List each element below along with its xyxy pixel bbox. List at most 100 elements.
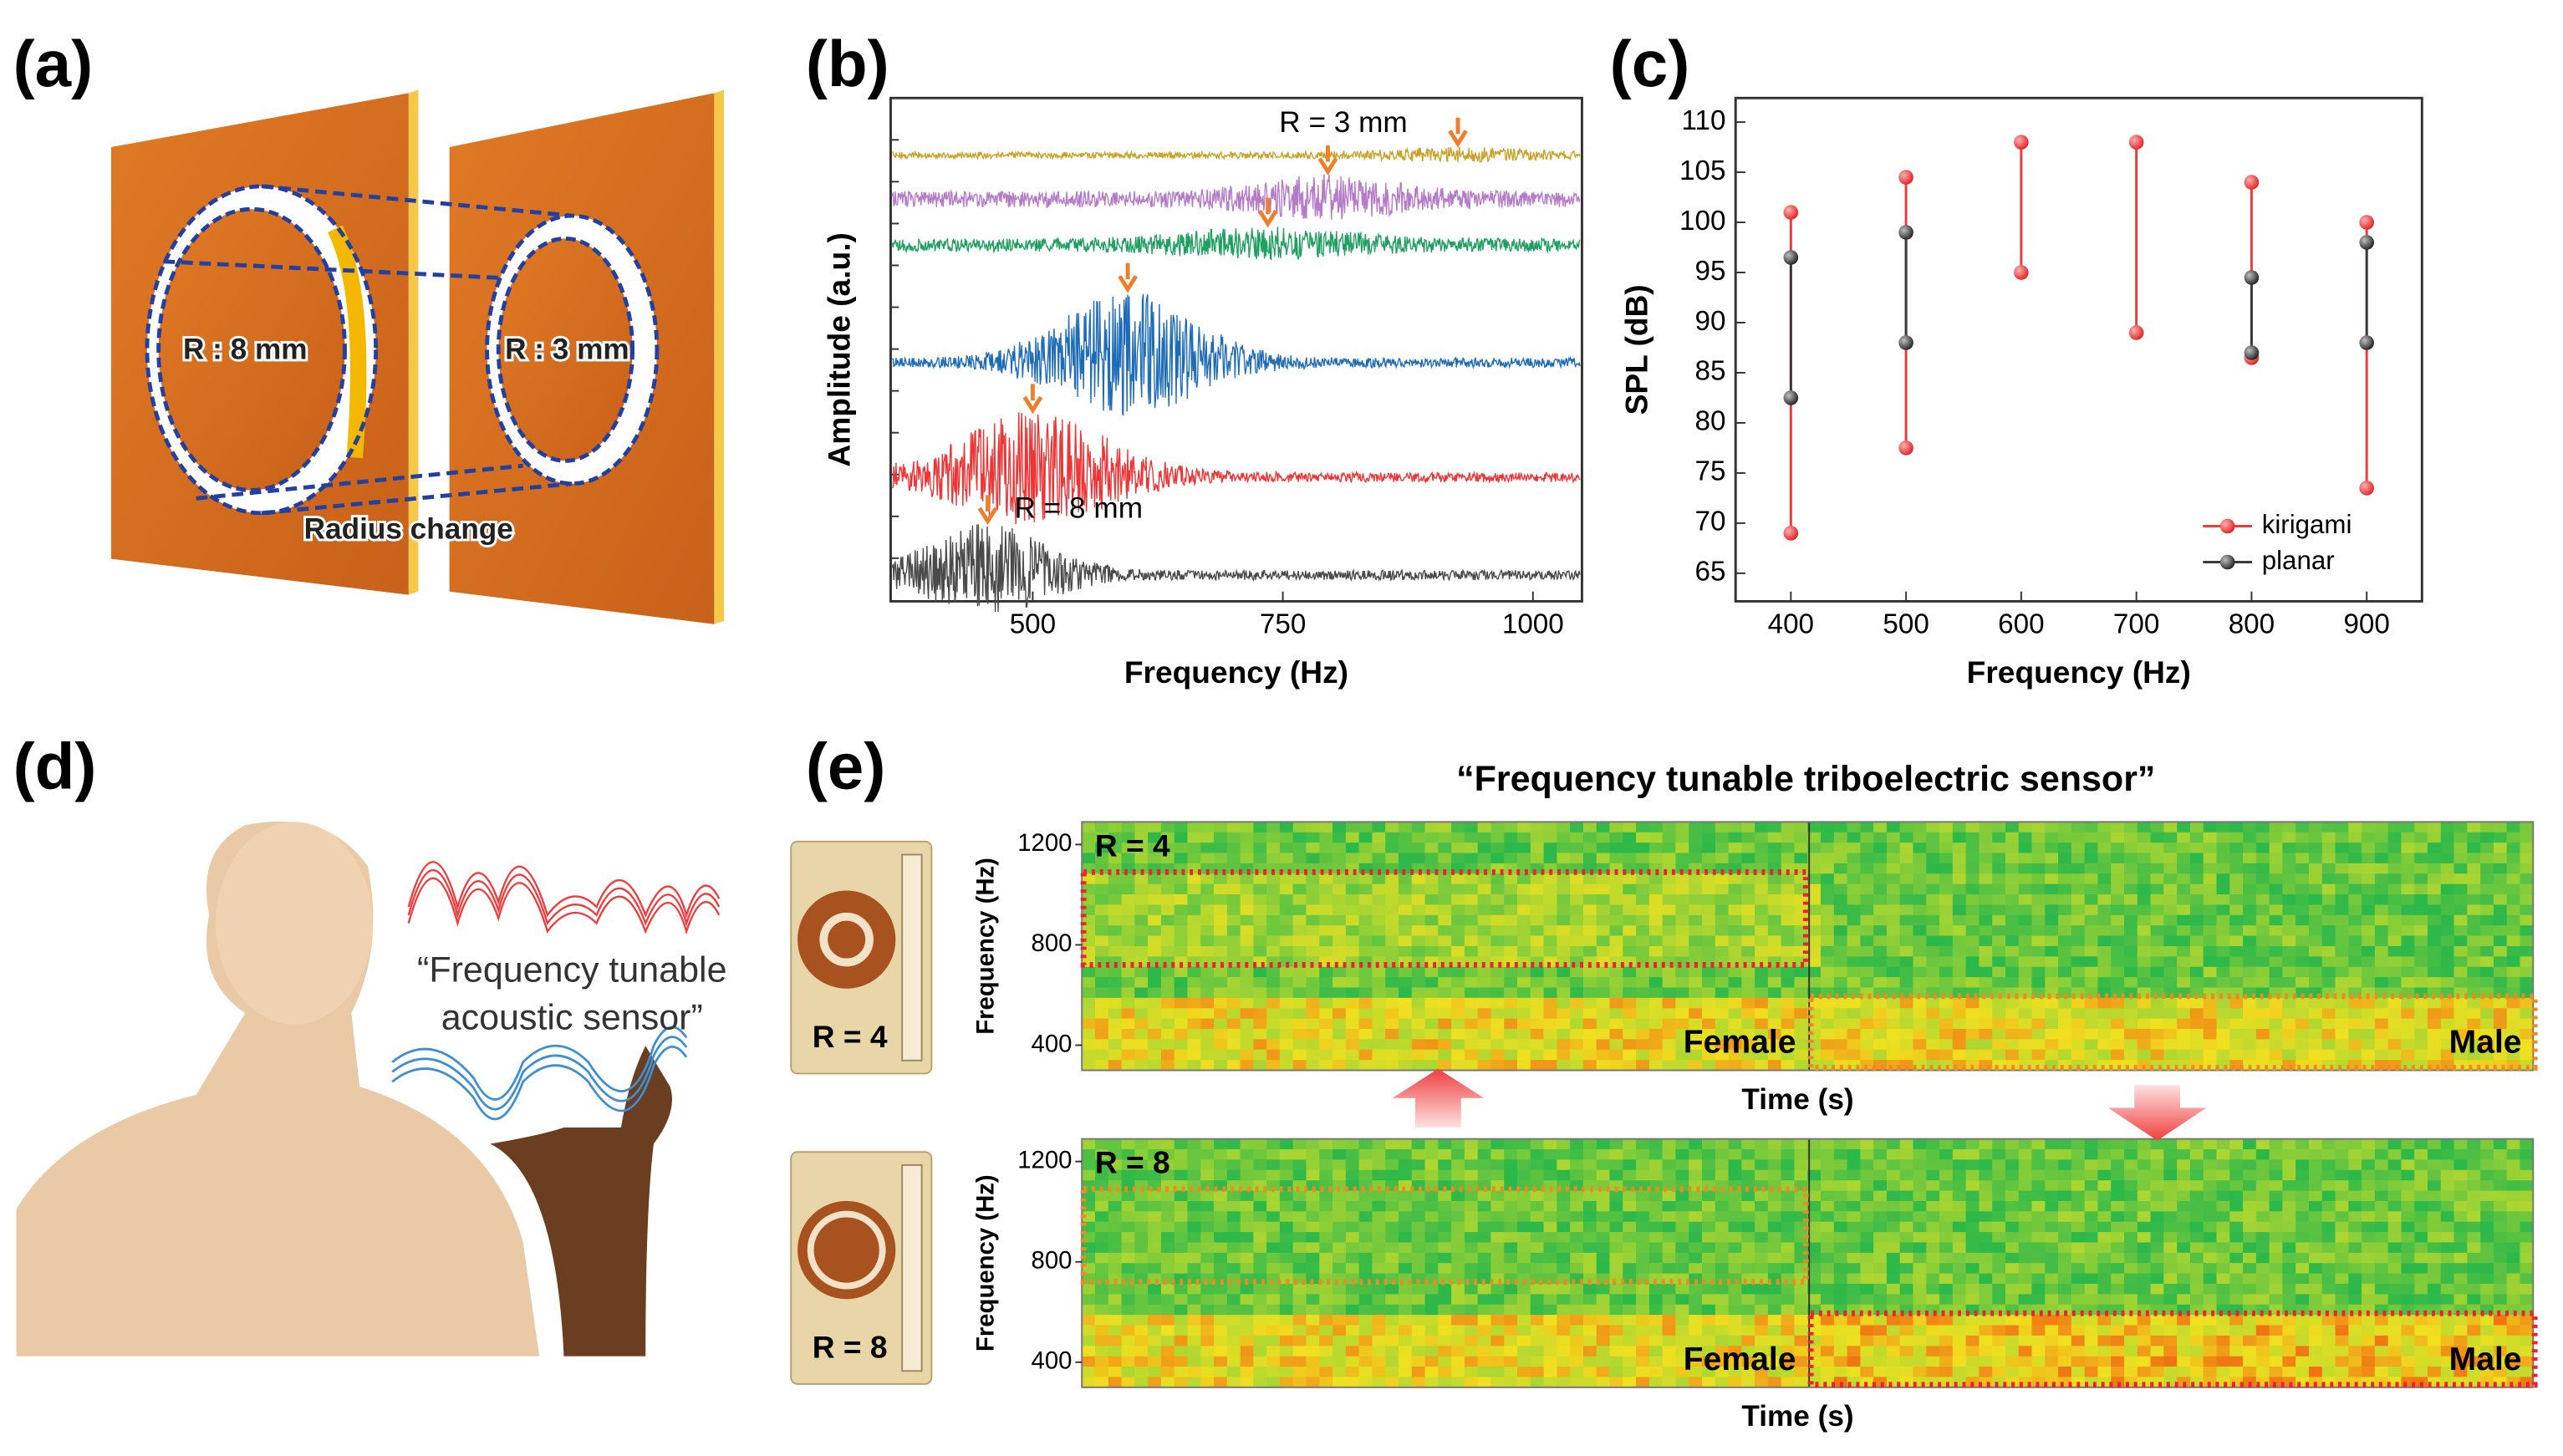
spectrogram-cell [2295, 1138, 2310, 1150]
y-tick-label: 70 [1695, 507, 1726, 537]
spectrogram-cell [2374, 1325, 2389, 1336]
spectrogram-cell [1741, 1060, 1755, 1072]
spectrogram-cell [1292, 1138, 1307, 1150]
spectrogram-cell [1279, 1283, 1294, 1296]
spectrogram-cell [1108, 997, 1123, 1010]
spectrogram-cell [2401, 1018, 2415, 1030]
spectrogram-cell [1517, 977, 1531, 989]
spectrogram-cell [1701, 883, 1716, 895]
spectrogram-cell [2414, 1232, 2428, 1244]
spectrogram-cell [1438, 966, 1452, 978]
spectrogram-cell [2295, 935, 2310, 947]
spectrogram-cell [2295, 822, 2310, 833]
spectrogram-cell [1741, 1029, 1755, 1041]
spectrogram-cell [1200, 1211, 1215, 1223]
spectrogram-cell [1807, 945, 1822, 958]
spectrogram-cell [2282, 1242, 2296, 1254]
spectrogram-cell [1306, 822, 1321, 833]
spectrogram-cell [1451, 925, 1465, 937]
spectrogram-cell [1200, 883, 1215, 895]
spectrogram-cell [2520, 1018, 2535, 1030]
spectrogram-cell [1873, 914, 1888, 926]
spectrogram-cell [1609, 1232, 1624, 1244]
spectrogram-cell [2137, 935, 2152, 947]
spectrogram-cell [1609, 1029, 1624, 1041]
spectrogram-cell [1992, 1335, 2006, 1347]
spectrogram-cell [1807, 1180, 1822, 1192]
spectrogram-cell [2150, 883, 2165, 895]
spectrogram-cell [1451, 853, 1465, 864]
spectrogram-cell [2018, 987, 2033, 999]
spectrogram-cell [1292, 1294, 1307, 1306]
spectrogram-cell [1504, 1221, 1518, 1233]
spectrogram-cell [2229, 873, 2244, 885]
spectrogram-cell [2071, 1273, 2086, 1285]
spectrogram-cell [1477, 966, 1492, 978]
spectrogram-cell [1148, 1242, 1162, 1254]
spectrogram-cell [2163, 1325, 2178, 1336]
spectrogram-cell [1767, 935, 1782, 947]
spectrogram-cell [1821, 1294, 1835, 1306]
spectrogram-cell [1451, 1159, 1465, 1171]
spectrogram-cell [1345, 1049, 1360, 1061]
spectrogram-cell [1504, 1283, 1518, 1296]
spectrogram-cell [1623, 1315, 1637, 1326]
spectrogram-cell [1411, 1232, 1426, 1244]
spectrogram-cell [1214, 1008, 1228, 1020]
spectrogram-cell [1358, 1315, 1373, 1326]
spectrogram-cell [1821, 1029, 1835, 1041]
spectrogram-cell [2453, 1263, 2469, 1275]
spectrogram-cell [2045, 1263, 2059, 1275]
spectrogram-cell [2453, 1252, 2469, 1264]
spectrogram-cell [1438, 1252, 1452, 1264]
spectrogram-cell [2203, 914, 2218, 926]
spectrogram-cell [2362, 1304, 2376, 1316]
spectrogram-cell [1319, 1304, 1333, 1316]
spectrogram-cell [1701, 935, 1716, 947]
panel-d: “Frequency tunable acoustic sensor” [16, 821, 727, 1357]
spectrogram-cell [1728, 894, 1743, 906]
spectrogram-cell [2058, 1232, 2072, 1244]
spectrogram-cell [2362, 853, 2376, 864]
spectrogram-cell [1781, 904, 1796, 916]
spectrogram-cell [1675, 1200, 1689, 1213]
spectrogram-cell [1398, 1252, 1413, 1264]
spectrogram-cell [1662, 1060, 1677, 1072]
spectrogram-cell [1214, 956, 1228, 968]
spectrogram-cell [2308, 1049, 2323, 1061]
spectrogram-cell [2124, 1304, 2138, 1316]
spectrogram-cell [1517, 987, 1531, 999]
spectrogram-cell [2362, 843, 2376, 854]
spectrogram-cell [1358, 1211, 1373, 1223]
spectrogram-cell [1609, 997, 1624, 1010]
spectrogram-cell [2467, 1273, 2481, 1285]
spectrogram-cell [1121, 832, 1136, 843]
spectrogram-cell [2150, 1008, 2165, 1020]
spectrogram-cell [2467, 894, 2481, 906]
spectrogram-cell [2362, 1180, 2376, 1192]
spectrogram-cell [1755, 1008, 1769, 1020]
spectrogram-cell [1160, 1029, 1175, 1041]
spectrogram-cell [2321, 1200, 2336, 1213]
spectrogram-cell [2097, 1335, 2112, 1347]
spectrogram-cell [1648, 1325, 1664, 1336]
spectrogram-cell [1781, 1018, 1796, 1030]
spectrogram-cell [1160, 1325, 1175, 1336]
spectrogram-cell [1385, 1200, 1399, 1213]
spectrogram-cell [1873, 1008, 1888, 1020]
spectrogram-cell [1121, 1294, 1136, 1306]
spectrogram-cell [1821, 853, 1835, 864]
spectrogram-cell [2150, 1315, 2165, 1326]
spectrogram-cell [2387, 1180, 2402, 1192]
spectrogram-cell [2243, 925, 2257, 937]
spectrogram-cell [1148, 1304, 1162, 1316]
spectrogram-cell [1464, 1200, 1479, 1213]
spectrogram-cell [2374, 1263, 2389, 1275]
spectrogram-cell [2335, 1211, 2350, 1223]
spectrogram-cell [2295, 843, 2310, 854]
spectrogram-cell [2124, 873, 2138, 885]
spectrogram-cell [1728, 873, 1743, 885]
spectrogram-cell [1279, 1294, 1294, 1306]
spectrogram-cell [1464, 1138, 1479, 1150]
spectrogram-cell [1451, 1029, 1465, 1041]
